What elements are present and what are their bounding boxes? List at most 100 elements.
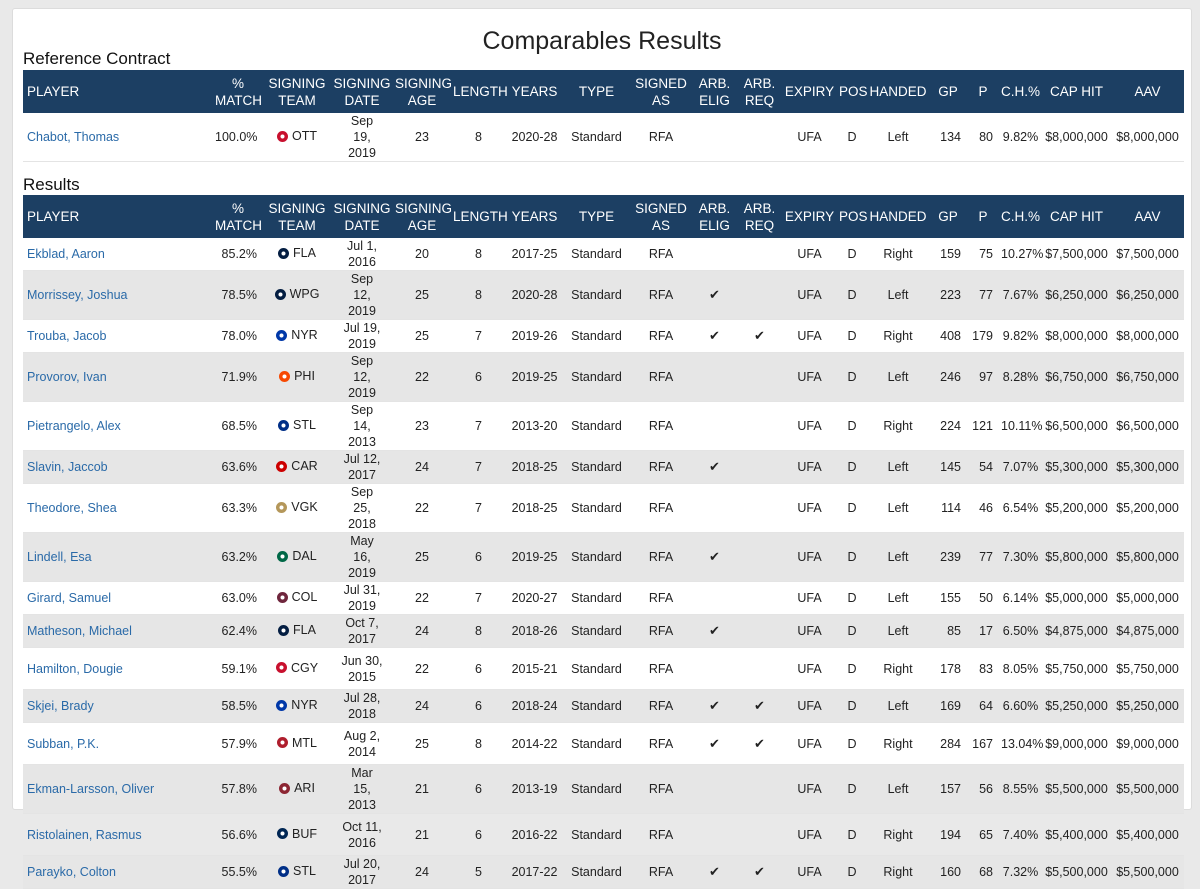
results-col-gp[interactable]: GP — [929, 195, 967, 238]
reference-col-arb-elig[interactable]: ARB. ELIG — [692, 70, 737, 113]
signing-age-cell: 25 — [393, 722, 451, 765]
results-col-ch-pct[interactable]: C.H.% — [999, 195, 1042, 238]
player-link[interactable]: Girard, Samuel — [23, 581, 213, 615]
results-col-match[interactable]: % MATCH — [213, 195, 263, 238]
reference-col-p[interactable]: P — [967, 70, 999, 113]
results-col-signing-age[interactable]: SIGNING AGE — [393, 195, 452, 238]
player-link[interactable]: Slavin, Jaccob — [23, 450, 213, 484]
player-link[interactable]: Ristolainen, Rasmus — [23, 813, 213, 856]
reference-col-cap-hit[interactable]: CAP HIT — [1042, 70, 1111, 113]
results-col-pos[interactable]: POS — [837, 195, 868, 238]
reference-row[interactable]: Chabot, Thomas 100.0% OTT Sep 19, 2019 23 8 20… — [23, 113, 1184, 162]
results-col-length[interactable]: LENGTH — [451, 195, 508, 238]
cap-hit-pct-cell: 7.07% — [999, 450, 1042, 484]
player-link[interactable]: Subban, P.K. — [23, 722, 213, 765]
results-row[interactable]: Morrissey, Joshua 78.5% WPG Sep 12, 2019 25 8… — [23, 270, 1184, 320]
results-row[interactable]: Trouba, Jacob 78.0% NYR Jul 19, 2019 25 7 2019… — [23, 319, 1184, 353]
results-row[interactable]: Ekblad, Aaron 85.2% FLA Jul 1, 2016 20 8 2017-… — [23, 238, 1184, 271]
results-col-years[interactable]: YEARS — [506, 195, 563, 238]
player-link[interactable]: Theodore, Shea — [23, 483, 213, 533]
results-col-player[interactable]: PLAYER — [23, 195, 213, 238]
player-link[interactable]: Lindell, Esa — [23, 532, 213, 582]
reference-col-ch-pct[interactable]: C.H.% — [999, 70, 1042, 113]
results-col-signing-date[interactable]: SIGNING DATE — [331, 195, 393, 238]
signing-age-cell: 22 — [393, 647, 451, 690]
signing-date-cell: Sep 12, 2019 — [331, 270, 393, 320]
results-row[interactable]: Parayko, Colton 55.5% STL Jul 20, 2017 24 5 20… — [23, 855, 1184, 889]
results-col-aav[interactable]: AAV — [1111, 195, 1184, 238]
aav-cell: $5,750,000 — [1111, 647, 1184, 690]
reference-col-arb-req[interactable]: ARB. REQ — [737, 70, 782, 113]
player-link[interactable]: Ekblad, Aaron — [23, 238, 213, 271]
results-col-handed[interactable]: HANDED — [867, 195, 929, 238]
results-table: PLAYER% MATCH SIGNING TEAM SIGNING DATE SIG… — [23, 195, 1184, 889]
results-row[interactable]: Girard, Samuel 63.0% COL Jul 31, 2019 22 7 202… — [23, 581, 1184, 615]
player-link[interactable]: Morrissey, Joshua — [23, 270, 213, 320]
reference-col-expiry[interactable]: EXPIRY — [782, 70, 837, 113]
results-row[interactable]: Theodore, Shea 63.3% VGK Sep 25, 2018 22 7 201… — [23, 483, 1184, 533]
reference-col-signing-date[interactable]: SIGNING DATE — [331, 70, 393, 113]
results-row[interactable]: Pietrangelo, Alex 68.5% STL Sep 14, 2013 23 7… — [23, 401, 1184, 451]
length-cell: 8 — [451, 270, 506, 320]
player-link[interactable]: Ekman-Larsson, Oliver — [23, 764, 213, 814]
player-link[interactable]: Hamilton, Dougie — [23, 647, 213, 690]
results-row[interactable]: Provorov, Ivan 71.9% PHI Sep 12, 2019 22 6 201… — [23, 352, 1184, 402]
reference-col-player[interactable]: PLAYER — [23, 70, 213, 113]
results-col-p[interactable]: P — [967, 195, 999, 238]
results-row[interactable]: Matheson, Michael 62.4% FLA Oct 7, 2017 24 8 2… — [23, 614, 1184, 648]
match-pct-cell: 63.3% — [213, 483, 263, 533]
results-col-signed-as[interactable]: SIGNED AS — [630, 195, 692, 238]
results-col-cap-hit[interactable]: CAP HIT — [1042, 195, 1111, 238]
results-row[interactable]: Skjei, Brady 58.5% NYR Jul 28, 2018 24 6 2018-… — [23, 689, 1184, 723]
aav-cell: $5,500,000 — [1111, 855, 1184, 889]
results-row[interactable]: Ekman-Larsson, Oliver 57.8% ARI Mar 15, 201… — [23, 764, 1184, 814]
results-col-type[interactable]: TYPE — [563, 195, 630, 238]
reference-col-signing-age[interactable]: SIGNING AGE — [393, 70, 452, 113]
reference-col-aav[interactable]: AAV — [1111, 70, 1184, 113]
reference-col-signed-as[interactable]: SIGNED AS — [630, 70, 692, 113]
arb-elig-check-cell: ✔ — [692, 855, 737, 889]
player-link[interactable]: Trouba, Jacob — [23, 319, 213, 353]
length-cell: 6 — [451, 647, 506, 690]
results-col-arb-req[interactable]: ARB. REQ — [737, 195, 782, 238]
results-row[interactable]: Subban, P.K. 57.9% MTL Aug 2, 2014 25 8 2014-2… — [23, 722, 1184, 765]
reference-col-pos[interactable]: POS — [837, 70, 868, 113]
years-cell: 2020-27 — [506, 581, 563, 615]
signed-as-cell: RFA — [630, 352, 692, 402]
reference-col-signing-team[interactable]: SIGNING TEAM — [263, 70, 331, 113]
reference-col-match[interactable]: % MATCH — [213, 70, 263, 113]
cap-hit-pct-cell: 7.40% — [999, 813, 1042, 856]
games-played-cell: 159 — [929, 238, 967, 271]
results-row[interactable]: Lindell, Esa 63.2% DAL May 16, 2019 25 6 2019-… — [23, 532, 1184, 582]
results-row[interactable]: Slavin, Jaccob 63.6% CAR Jul 12, 2017 24 7 201… — [23, 450, 1184, 484]
team-cell: NYR — [276, 327, 318, 343]
reference-col-length[interactable]: LENGTH — [451, 70, 508, 113]
match-pct-cell: 63.2% — [213, 532, 263, 582]
expiry-cell: UFA — [782, 401, 837, 451]
points-cell: 54 — [967, 450, 999, 484]
signing-team-cell: STL — [263, 401, 331, 451]
player-link[interactable]: Provorov, Ivan — [23, 352, 213, 402]
results-col-expiry[interactable]: EXPIRY — [782, 195, 837, 238]
reference-col-type[interactable]: TYPE — [563, 70, 630, 113]
years-cell: 2017-25 — [506, 238, 563, 271]
position-cell: D — [837, 401, 867, 451]
signed-as-cell: RFA — [630, 113, 692, 162]
reference-col-gp[interactable]: GP — [929, 70, 967, 113]
player-link[interactable]: Skjei, Brady — [23, 689, 213, 723]
results-row[interactable]: Hamilton, Dougie 59.1% CGY Jun 30, 2015 22 6 2… — [23, 647, 1184, 690]
player-link[interactable]: Parayko, Colton — [23, 855, 213, 889]
results-col-signing-team[interactable]: SIGNING TEAM — [263, 195, 331, 238]
results-col-arb-elig[interactable]: ARB. ELIG — [692, 195, 737, 238]
player-link[interactable]: Matheson, Michael — [23, 614, 213, 648]
reference-col-handed[interactable]: HANDED — [867, 70, 929, 113]
position-cell: D — [837, 483, 867, 533]
results-row[interactable]: Ristolainen, Rasmus 56.6% BUF Oct 11, 2016 2… — [23, 813, 1184, 856]
reference-col-years[interactable]: YEARS — [506, 70, 563, 113]
team-cell: STL — [278, 863, 316, 879]
team-abbr: NYR — [291, 328, 318, 343]
player-link[interactable]: Pietrangelo, Alex — [23, 401, 213, 451]
signing-age-cell: 25 — [393, 319, 451, 353]
reference-header-row: PLAYER% MATCH SIGNING TEAM SIGNING DATE SIG… — [23, 70, 1184, 113]
player-link[interactable]: Chabot, Thomas — [23, 113, 213, 162]
